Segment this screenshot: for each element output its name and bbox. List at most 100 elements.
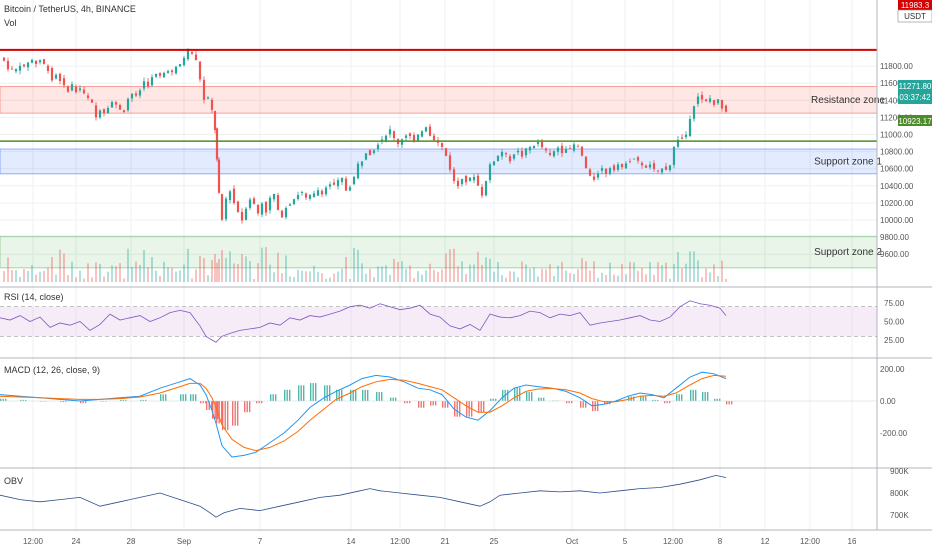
- volume-bar: [313, 265, 315, 282]
- volume-bar: [493, 271, 495, 282]
- volume-bar: [717, 276, 719, 282]
- candle-body: [616, 164, 620, 170]
- candle-body: [540, 141, 544, 148]
- time-axis[interactable]: 12:00 24 28 Sep 7 14 12:00 21 25 Oct 5 12:00 8 12 12:0…: [23, 537, 857, 546]
- volume-bar: [621, 264, 623, 282]
- zones: [0, 86, 878, 269]
- candle-body: [512, 154, 516, 159]
- candle-body: [138, 90, 142, 96]
- volume-bar: [593, 261, 595, 282]
- price-tick: 9800.00: [880, 233, 909, 242]
- candle-body: [456, 180, 460, 187]
- rsi-tick: 75.00: [884, 299, 905, 308]
- macd-hist-bar: [378, 392, 380, 401]
- candle-body: [384, 135, 388, 141]
- macd-hist-bar: [597, 401, 599, 412]
- candle-body: [224, 198, 228, 220]
- volume-bar: [43, 270, 45, 282]
- macd-hist-bar: [261, 401, 263, 404]
- macd-hist-bar: [244, 401, 246, 413]
- volume-bar: [163, 261, 165, 282]
- candle-body: [50, 67, 54, 81]
- macd-hist-bar: [180, 394, 182, 401]
- macd-hist-bar: [580, 401, 582, 408]
- macd-hist-bar: [492, 398, 494, 401]
- candle-body: [636, 157, 640, 161]
- volume-bar: [437, 271, 439, 282]
- macd-hist-bar: [352, 389, 354, 401]
- candle-body: [194, 54, 198, 61]
- macd-hist-bar: [192, 394, 194, 401]
- candle-body: [472, 176, 476, 181]
- macd-hist-bar: [418, 401, 420, 408]
- volume-bar: [249, 261, 251, 282]
- macd-hist-bar: [702, 392, 704, 401]
- candle-body: [94, 105, 98, 118]
- candle-body: [324, 187, 328, 195]
- candle-body: [202, 79, 206, 100]
- macd-hist-bar: [165, 394, 167, 401]
- candle-body: [504, 152, 508, 155]
- macd-hist-bar: [232, 401, 234, 426]
- candle-body: [488, 164, 492, 181]
- volume-bar: [123, 278, 125, 282]
- volume-bar: [557, 265, 559, 282]
- candle-body: [98, 110, 102, 118]
- volume-bar: [545, 269, 547, 282]
- candle-body: [604, 168, 608, 174]
- candle-body: [464, 175, 468, 183]
- candle-body: [388, 129, 392, 135]
- signal-line: [0, 374, 727, 452]
- macd-hist-bar: [528, 392, 530, 401]
- candle-body: [276, 195, 280, 210]
- macd-hist-bar: [666, 401, 668, 404]
- candle-body: [106, 107, 110, 114]
- candle-body: [664, 166, 668, 170]
- macd-hist-bar: [444, 401, 446, 408]
- price-tick: 10400.00: [880, 182, 914, 191]
- candle-body: [308, 194, 312, 199]
- candle-body: [492, 161, 496, 166]
- macd-hist-bar: [606, 401, 608, 405]
- macd-hist-bar: [468, 401, 470, 417]
- candle-body: [22, 64, 26, 67]
- candle-body: [524, 148, 528, 156]
- candle-body: [548, 152, 552, 155]
- volume-bar: [389, 274, 391, 282]
- volume-bar: [111, 265, 113, 282]
- candle-body: [720, 99, 724, 109]
- price-tick: 10800.00: [880, 148, 914, 157]
- candle-body: [460, 178, 464, 185]
- candle-body: [496, 155, 500, 161]
- candle-body: [154, 73, 158, 77]
- macd-hist-bar: [454, 401, 456, 417]
- price-tick: 11000.00: [880, 131, 913, 140]
- candle-body: [210, 99, 214, 110]
- macd-hist-bar: [300, 385, 302, 401]
- support-zone-1-label: Support zone 1: [814, 156, 882, 167]
- macd-hist-bar: [218, 401, 220, 424]
- candle-body: [624, 163, 628, 169]
- macd-hist-bar: [502, 389, 504, 401]
- macd-line: [0, 371, 727, 458]
- candle-body: [146, 81, 150, 87]
- macd-hist-bar: [298, 385, 300, 401]
- volume-bar: [601, 272, 603, 282]
- candle-body: [272, 193, 276, 200]
- macd-hist-bar: [310, 383, 312, 401]
- price-axis[interactable]: 9600.00 9800.00 10000.00 10200.00 10400.00 10…: [880, 62, 914, 520]
- obv-title: OBV: [4, 476, 23, 486]
- macd-hist-bar: [582, 401, 584, 408]
- volume-bar: [253, 278, 255, 282]
- volume-bar: [429, 263, 431, 282]
- chart-title: Bitcoin / TetherUS, 4h, BINANCE: [4, 4, 136, 14]
- volume-bar: [245, 256, 247, 282]
- macd-hist-bar: [303, 385, 305, 401]
- macd-hist-bar: [162, 394, 164, 401]
- macd-hist-bar: [272, 394, 274, 401]
- candle-body: [90, 99, 94, 103]
- candle-body: [552, 151, 556, 157]
- volume-bar: [135, 261, 137, 282]
- volume-bar: [229, 251, 231, 282]
